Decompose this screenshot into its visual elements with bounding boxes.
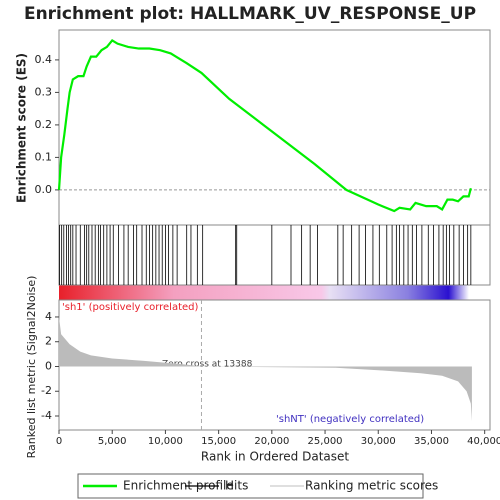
chart-title: Enrichment plot: HALLMARK_UV_RESPONSE_UP	[24, 4, 476, 24]
annotation: 'shNT' (negatively correlated)	[276, 414, 424, 425]
y-tick-label: 0	[45, 359, 52, 372]
legend-label: Hits	[225, 479, 248, 493]
y-tick-label: 4	[45, 310, 52, 323]
y-tick-label: 0.2	[35, 118, 53, 131]
plot-frame	[58, 29, 491, 226]
y-tick-label: 0.3	[35, 85, 53, 98]
y-tick-label: 0.1	[35, 150, 53, 163]
x-tick-label: 15,000	[201, 436, 236, 447]
legend	[77, 473, 424, 499]
rank-color-bar	[59, 285, 469, 300]
y-tick-label: 0.0	[35, 183, 53, 196]
annotation: Zero cross at 13388	[162, 360, 253, 370]
y-tick-label: 2	[45, 335, 52, 348]
x-tick-label: 20,000	[254, 436, 289, 447]
y-tick-label: 0.4	[35, 53, 53, 66]
y-tick-label: -2	[41, 384, 52, 397]
x-tick-label: 10,000	[148, 436, 183, 447]
legend-label: Ranking metric scores	[305, 479, 438, 493]
x-tick-label: 30,000	[361, 436, 396, 447]
metric-area	[59, 316, 472, 421]
es-line	[57, 38, 472, 213]
annotation: 'sh1' (positively correlated)	[62, 302, 199, 313]
x-tick-label: 35,000	[414, 436, 449, 447]
x-tick-label: 5,000	[98, 436, 127, 447]
x-tick-label: 25,000	[308, 436, 343, 447]
legend-label: Enrichment profile	[123, 479, 234, 493]
y-axis-label: Ranked list metric (Signal2Noise)	[25, 276, 38, 459]
plot-frame	[58, 224, 491, 286]
x-axis-label: Rank in Ordered Dataset	[201, 450, 349, 464]
y-axis-label: Enrichment score (ES)	[15, 53, 29, 203]
x-tick-label: 40,000	[467, 436, 500, 447]
y-tick-label: -4	[41, 409, 52, 422]
x-tick-label: 0	[56, 436, 62, 447]
